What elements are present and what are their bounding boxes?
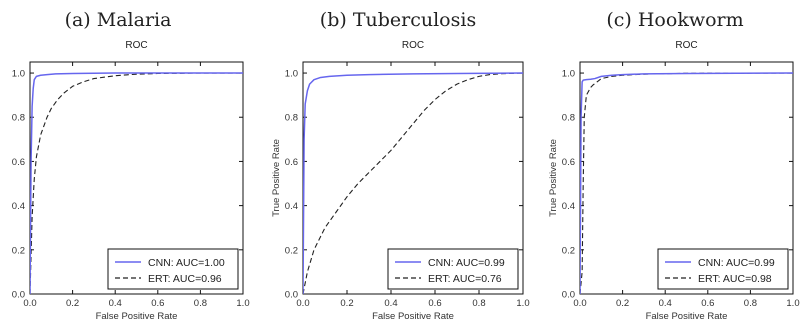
y-tick-label: 0.4 xyxy=(12,201,25,212)
roc-panel-0: (a) Malaria ROC 0.0 0.2 0.4 0.6 0.8 1.0 0.0 0.2 0.… xyxy=(12,9,250,322)
x-tick-label: 0.0 xyxy=(573,298,586,309)
y-tick-label: 0.0 xyxy=(285,290,298,301)
legend: CNN: AUC=1.00 ERT: AUC=0.96 xyxy=(107,248,239,290)
x-tick-label: 0.8 xyxy=(744,298,757,309)
x-tick-label: 0.6 xyxy=(151,298,164,309)
y-tick-label: 0.0 xyxy=(12,290,25,301)
cnn-roc-line xyxy=(30,72,243,294)
legend-box xyxy=(387,248,519,290)
x-tick-label: 0.8 xyxy=(472,298,485,309)
y-tick-label: 1.0 xyxy=(562,69,575,80)
legend-label: ERT: AUC=0.96 xyxy=(148,273,222,285)
chart-title: ROC xyxy=(125,40,147,51)
y-tick-label: 0.2 xyxy=(562,245,575,256)
x-tick-label: 0.6 xyxy=(428,298,441,309)
legend-label: CNN: AUC=1.00 xyxy=(148,257,225,269)
chart-title: ROC xyxy=(675,40,697,51)
roc-panel-1: (b) Tuberculosis ROC 0.0 0.2 0.4 0.6 0.8 1.0 0.0… xyxy=(271,9,530,322)
y-tick-label: 0.0 xyxy=(562,290,575,301)
panel-caption: (b) Tuberculosis xyxy=(320,9,476,31)
ert-roc-line xyxy=(30,72,243,294)
legend-label: CNN: AUC=0.99 xyxy=(698,257,775,269)
y-tick-label: 0.4 xyxy=(562,201,575,212)
y-tick-label: 0.8 xyxy=(285,113,298,124)
x-tick-label: 0.4 xyxy=(384,298,397,309)
legend-label: ERT: AUC=0.76 xyxy=(428,273,502,285)
chart-title: ROC xyxy=(402,40,424,51)
y-tick-label: 0.8 xyxy=(12,113,25,124)
x-tick-label: 1.0 xyxy=(516,298,529,309)
y-tick-label: 1.0 xyxy=(12,69,25,80)
x-axis-label: False Positive Rate xyxy=(96,311,178,322)
y-tick-label: 0.6 xyxy=(285,157,298,168)
x-tick-label: 0.6 xyxy=(701,298,714,309)
y-tick-label: 0.4 xyxy=(285,201,298,212)
y-tick-label: 0.8 xyxy=(562,113,575,124)
x-axis-label: False Positive Rate xyxy=(646,311,728,322)
x-tick-label: 0.4 xyxy=(659,298,672,309)
x-tick-label: 0.2 xyxy=(616,298,629,309)
y-axis-label: True Positive Rate xyxy=(548,139,559,217)
y-tick-label: 0.2 xyxy=(285,245,298,256)
x-tick-label: 0.0 xyxy=(23,298,36,309)
y-tick-label: 0.6 xyxy=(12,157,25,168)
y-tick-label: 1.0 xyxy=(285,69,298,80)
ert-roc-line xyxy=(303,72,523,294)
cnn-roc-line xyxy=(580,72,793,294)
x-tick-label: 1.0 xyxy=(786,298,799,309)
x-tick-label: 0.2 xyxy=(66,298,79,309)
x-tick-label: 0.4 xyxy=(109,298,122,309)
panel-caption: (a) Malaria xyxy=(65,9,172,31)
plot-frame xyxy=(29,61,244,295)
legend-box xyxy=(107,248,239,290)
x-tick-label: 1.0 xyxy=(236,298,249,309)
x-tick-label: 0.2 xyxy=(340,298,353,309)
legend: CNN: AUC=0.99 ERT: AUC=0.76 xyxy=(387,248,519,290)
y-tick-label: 0.2 xyxy=(12,245,25,256)
ert-roc-line xyxy=(580,72,793,294)
cnn-roc-line xyxy=(303,72,523,294)
y-axis-label: True Positive Rate xyxy=(271,139,282,217)
roc-panel-2: (c) Hookworm ROC 0.0 0.2 0.4 0.6 0.8 1.0 0.0 0.2 0… xyxy=(548,9,800,322)
x-tick-label: 0.0 xyxy=(296,298,309,309)
legend-box xyxy=(657,248,789,290)
panel-caption: (c) Hookworm xyxy=(606,9,743,31)
legend-label: CNN: AUC=0.99 xyxy=(428,257,505,269)
x-tick-label: 0.8 xyxy=(194,298,207,309)
legend-label: ERT: AUC=0.98 xyxy=(698,273,772,285)
legend: CNN: AUC=0.99 ERT: AUC=0.98 xyxy=(657,248,789,290)
plot-frame xyxy=(302,61,524,295)
x-axis-label: False Positive Rate xyxy=(372,311,454,322)
y-tick-label: 0.6 xyxy=(562,157,575,168)
